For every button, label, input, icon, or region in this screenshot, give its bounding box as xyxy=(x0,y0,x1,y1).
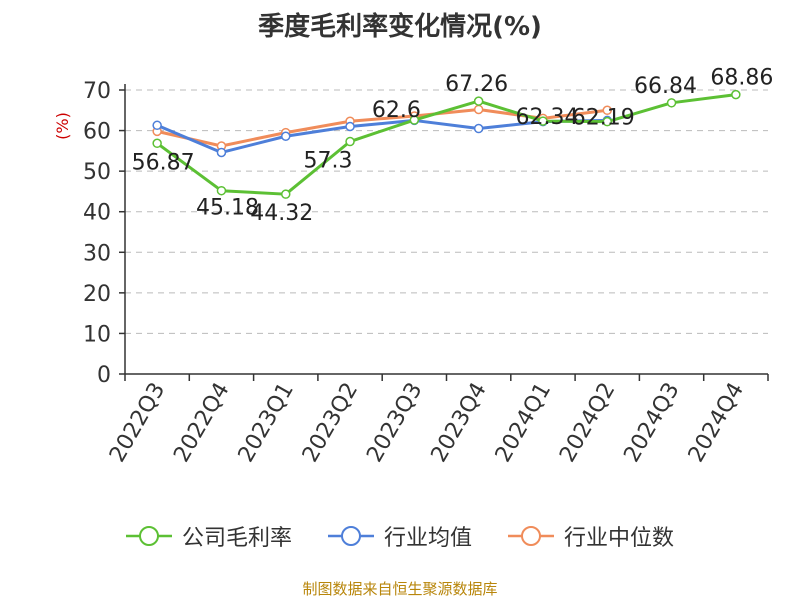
data-point xyxy=(473,123,484,134)
x-tick-label: 2023Q3 xyxy=(362,379,427,467)
data-label: 66.84 xyxy=(634,74,697,99)
x-tick-label: 2022Q3 xyxy=(105,379,170,467)
data-point xyxy=(281,189,291,199)
x-tick-label: 2024Q1 xyxy=(491,379,556,467)
data-point xyxy=(731,89,741,100)
data-label: 68.86 xyxy=(710,66,773,91)
x-tick-label: 2024Q4 xyxy=(684,379,749,467)
data-label: 62.34 xyxy=(515,105,578,130)
data-point xyxy=(473,104,484,115)
legend-marker-icon xyxy=(508,526,554,546)
data-point xyxy=(602,105,612,116)
data-point xyxy=(216,147,227,158)
data-point xyxy=(152,120,162,131)
series-line xyxy=(156,93,737,196)
data-point xyxy=(666,98,677,108)
legend-label: 行业中位数 xyxy=(564,526,675,551)
y-tick-label: 70 xyxy=(83,79,111,104)
x-tick-label: 2023Q4 xyxy=(427,379,492,467)
series-lines xyxy=(152,89,741,199)
data-label: 45.18 xyxy=(196,196,259,221)
data-label: 44.32 xyxy=(250,201,313,226)
data-point xyxy=(538,116,548,126)
x-tick-label: 2022Q4 xyxy=(169,379,234,467)
data-label: 62.6 xyxy=(372,98,421,123)
source-note: 制图数据来自恒生聚源数据库 xyxy=(302,580,498,598)
y-tick-label: 20 xyxy=(83,282,111,307)
data-label: 57.3 xyxy=(304,149,353,174)
series-line xyxy=(156,118,608,154)
data-point xyxy=(216,185,227,196)
data-label: 62.19 xyxy=(572,106,635,131)
data-point xyxy=(345,121,355,132)
y-tick-label: 60 xyxy=(83,120,111,145)
legend: 公司毛利率 行业均值 行业中位数 xyxy=(0,520,800,552)
y-tick-label: 0 xyxy=(97,363,111,388)
data-label: 56.87 xyxy=(132,150,195,175)
data-point xyxy=(345,136,355,147)
x-tick-label: 2023Q1 xyxy=(234,379,299,467)
chart-title: 季度毛利率变化情况(%) xyxy=(258,12,542,42)
data-point xyxy=(602,116,612,127)
data-point xyxy=(409,115,420,125)
legend-marker-icon xyxy=(125,526,172,546)
x-tick-label: 2024Q2 xyxy=(555,379,620,467)
data-point xyxy=(281,131,291,142)
y-tick-label: 30 xyxy=(83,241,111,266)
legend-item-company[interactable]: 公司毛利率 xyxy=(125,520,292,552)
data-point xyxy=(473,96,484,106)
y-tick-label: 50 xyxy=(83,160,111,185)
data-label: 67.26 xyxy=(445,72,508,97)
y-tick-label: 40 xyxy=(83,201,111,226)
legend-item-industry-mean[interactable]: 行业均值 xyxy=(327,520,472,552)
legend-label: 公司毛利率 xyxy=(181,526,292,551)
data-point xyxy=(152,138,162,149)
legend-item-industry-median[interactable]: 行业中位数 xyxy=(508,520,674,552)
x-tick-label: 2024Q3 xyxy=(619,379,684,467)
x-tick-label: 2023Q2 xyxy=(298,379,363,467)
legend-label: 行业均值 xyxy=(383,526,472,551)
legend-marker-icon xyxy=(327,526,374,546)
y-axis-label: (%) xyxy=(53,112,72,140)
y-tick-label: 10 xyxy=(83,322,111,347)
grid-lines xyxy=(125,89,768,334)
